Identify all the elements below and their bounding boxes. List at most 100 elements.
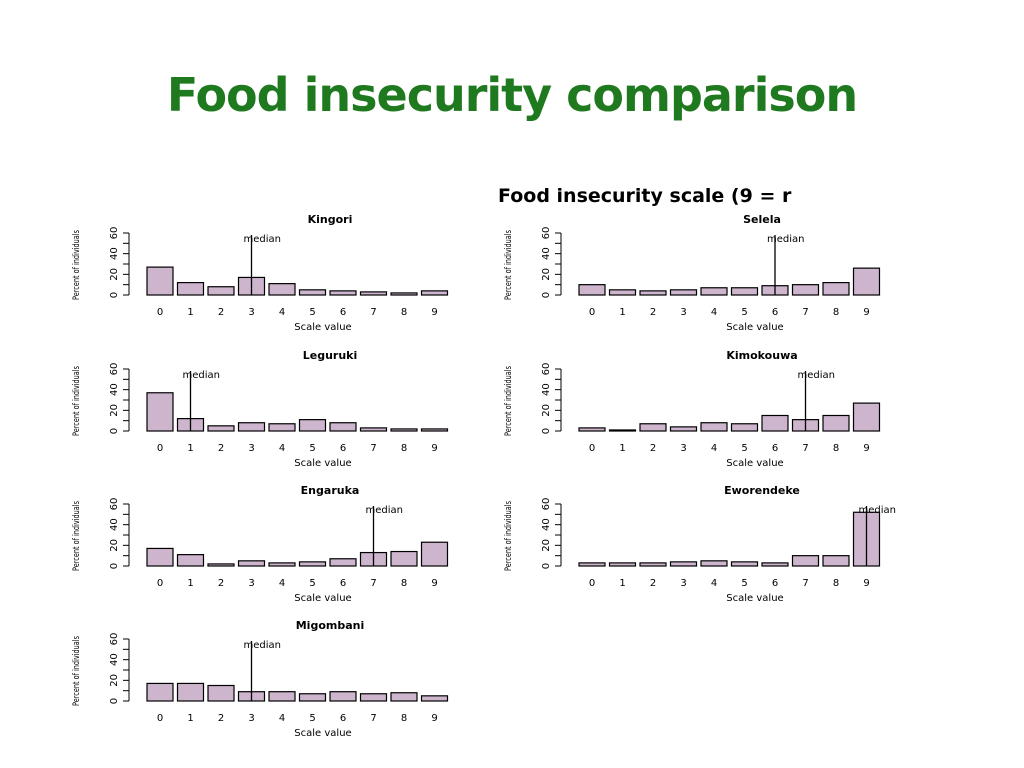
bar bbox=[578, 284, 606, 296]
x-tick-label: 5 bbox=[741, 578, 747, 589]
x-tick-label: 8 bbox=[401, 713, 407, 724]
bar bbox=[298, 693, 327, 702]
y-tick-label: 20 bbox=[109, 404, 120, 417]
x-tick-label: 7 bbox=[370, 307, 376, 318]
x-tick-label: 4 bbox=[711, 443, 717, 454]
y-axis-label: Percent of individuals bbox=[72, 366, 82, 436]
x-tick-label: 1 bbox=[187, 713, 193, 724]
x-tick-label: 9 bbox=[431, 713, 437, 724]
x-tick-label: 1 bbox=[619, 307, 625, 318]
bar bbox=[329, 691, 357, 702]
x-tick-label: 6 bbox=[340, 713, 346, 724]
x-tick-label: 0 bbox=[589, 307, 595, 318]
y-axis-label: Percent of individuals bbox=[504, 366, 514, 436]
bar bbox=[578, 562, 606, 567]
x-axis-label: Scale value bbox=[294, 458, 351, 469]
bar bbox=[268, 283, 296, 296]
panel-title: Eworendeke bbox=[724, 484, 800, 497]
x-tick-label: 9 bbox=[863, 578, 869, 589]
x-tick-label: 7 bbox=[370, 578, 376, 589]
bar bbox=[176, 282, 205, 296]
bar bbox=[700, 422, 728, 432]
x-tick-label: 9 bbox=[431, 307, 437, 318]
x-tick-label: 8 bbox=[833, 578, 839, 589]
y-axis-label: Percent of individuals bbox=[504, 501, 514, 571]
y-tick-label: 0 bbox=[541, 428, 552, 434]
y-tick-label: 20 bbox=[109, 539, 120, 552]
bar bbox=[608, 289, 637, 296]
bar bbox=[146, 547, 174, 567]
x-tick-label: 3 bbox=[248, 443, 254, 454]
bar bbox=[700, 560, 728, 567]
x-tick-label: 6 bbox=[772, 443, 778, 454]
x-tick-label: 5 bbox=[309, 307, 315, 318]
bar bbox=[329, 558, 357, 567]
x-axis-label: Scale value bbox=[294, 593, 351, 604]
x-tick-label: 6 bbox=[772, 578, 778, 589]
x-tick-label: 9 bbox=[431, 578, 437, 589]
bar bbox=[268, 562, 296, 567]
bar bbox=[639, 562, 667, 567]
bar bbox=[791, 555, 820, 567]
y-tick-label: 60 bbox=[109, 363, 120, 376]
bar bbox=[669, 426, 698, 432]
y-tick-label: 20 bbox=[109, 674, 120, 687]
y-tick-label: 0 bbox=[541, 563, 552, 569]
x-tick-label: 9 bbox=[431, 443, 437, 454]
x-tick-label: 0 bbox=[157, 443, 163, 454]
x-tick-label: 6 bbox=[340, 307, 346, 318]
y-tick-label: 40 bbox=[541, 383, 552, 396]
x-tick-label: 5 bbox=[309, 443, 315, 454]
x-tick-label: 1 bbox=[619, 443, 625, 454]
x-tick-label: 8 bbox=[833, 443, 839, 454]
bar bbox=[852, 402, 881, 432]
y-axis-label: Percent of individuals bbox=[72, 501, 82, 571]
x-axis-label: Scale value bbox=[726, 593, 783, 604]
x-tick-label: 5 bbox=[741, 307, 747, 318]
x-tick-label: 2 bbox=[650, 443, 656, 454]
bar bbox=[608, 562, 637, 567]
x-tick-label: 2 bbox=[218, 578, 224, 589]
panel-title: Kimokouwa bbox=[726, 349, 797, 362]
bar bbox=[390, 692, 418, 702]
median-label: median bbox=[366, 505, 404, 516]
y-tick-label: 40 bbox=[109, 653, 120, 666]
x-tick-label: 4 bbox=[711, 578, 717, 589]
bar bbox=[730, 423, 759, 432]
bar bbox=[207, 425, 235, 432]
x-tick-label: 7 bbox=[370, 713, 376, 724]
x-axis-label: Scale value bbox=[294, 322, 351, 333]
panel-title: Engaruka bbox=[301, 484, 360, 497]
x-tick-label: 4 bbox=[279, 307, 285, 318]
x-tick-label: 1 bbox=[619, 578, 625, 589]
bar bbox=[359, 291, 388, 296]
median-label: median bbox=[244, 234, 282, 245]
bar bbox=[822, 555, 850, 567]
bar bbox=[761, 414, 789, 432]
y-tick-label: 60 bbox=[541, 227, 552, 240]
y-tick-label: 20 bbox=[541, 404, 552, 417]
y-tick-label: 20 bbox=[541, 268, 552, 281]
bar bbox=[791, 284, 820, 296]
x-tick-label: 7 bbox=[802, 578, 808, 589]
median-label: median bbox=[183, 370, 221, 381]
y-tick-label: 40 bbox=[541, 247, 552, 260]
x-tick-label: 1 bbox=[187, 307, 193, 318]
bar bbox=[237, 422, 266, 432]
y-tick-label: 40 bbox=[541, 518, 552, 531]
x-tick-label: 8 bbox=[401, 578, 407, 589]
bar bbox=[822, 414, 850, 432]
bar bbox=[420, 428, 449, 432]
x-tick-label: 2 bbox=[218, 443, 224, 454]
x-tick-label: 3 bbox=[680, 443, 686, 454]
bar bbox=[390, 428, 418, 432]
bar bbox=[390, 550, 418, 567]
y-tick-label: 0 bbox=[109, 428, 120, 434]
x-axis-label: Scale value bbox=[294, 728, 351, 739]
bar bbox=[669, 561, 698, 567]
